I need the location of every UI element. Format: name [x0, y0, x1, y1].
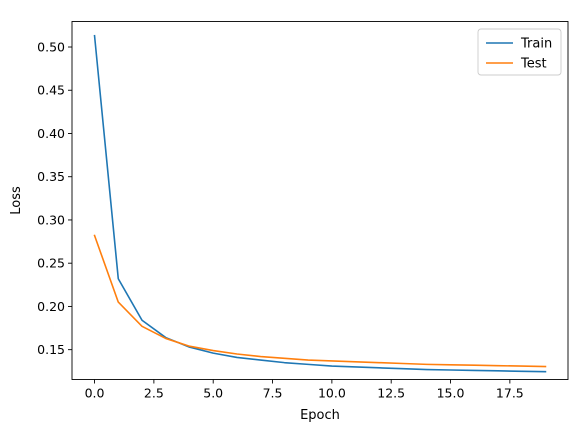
- y-tick-label: 0.45: [37, 83, 65, 98]
- plot-frame: [71, 21, 569, 380]
- legend-label-test: Test: [520, 57, 547, 72]
- x-tick-label: 5.0: [203, 386, 223, 401]
- plot-lines: [93, 34, 547, 373]
- y-tick-label: 0.35: [37, 169, 65, 184]
- x-tick-label: 15.0: [437, 386, 465, 401]
- x-axis-ticks: 0.0 2.5 5.0 7.5 10.0 12.5 15.0 17.5: [85, 379, 524, 401]
- y-tick-label: 0.20: [37, 299, 65, 314]
- x-tick-label: 2.5: [144, 386, 164, 401]
- series-line-train: [93, 34, 547, 373]
- y-tick-label: 0.50: [37, 40, 65, 55]
- y-tick-label: 0.30: [37, 212, 65, 227]
- y-tick-label: 0.40: [37, 126, 65, 141]
- series-line-test: [93, 234, 547, 368]
- y-tick-label: 0.15: [37, 342, 65, 357]
- y-axis-label: Loss: [9, 186, 24, 215]
- x-tick-label: 17.5: [496, 386, 524, 401]
- y-tick-label: 0.25: [37, 256, 65, 271]
- legend: Train Test: [477, 28, 562, 76]
- x-tick-label: 7.5: [263, 386, 283, 401]
- x-tick-label: 12.5: [377, 386, 405, 401]
- x-axis-label: Epoch: [300, 408, 340, 423]
- x-tick-label: 10.0: [318, 386, 346, 401]
- x-tick-label: 0.0: [85, 386, 105, 401]
- legend-label-train: Train: [520, 37, 552, 52]
- y-axis-ticks: 0.15 0.20 0.25 0.30 0.35 0.40 0.45 0.50: [37, 40, 72, 357]
